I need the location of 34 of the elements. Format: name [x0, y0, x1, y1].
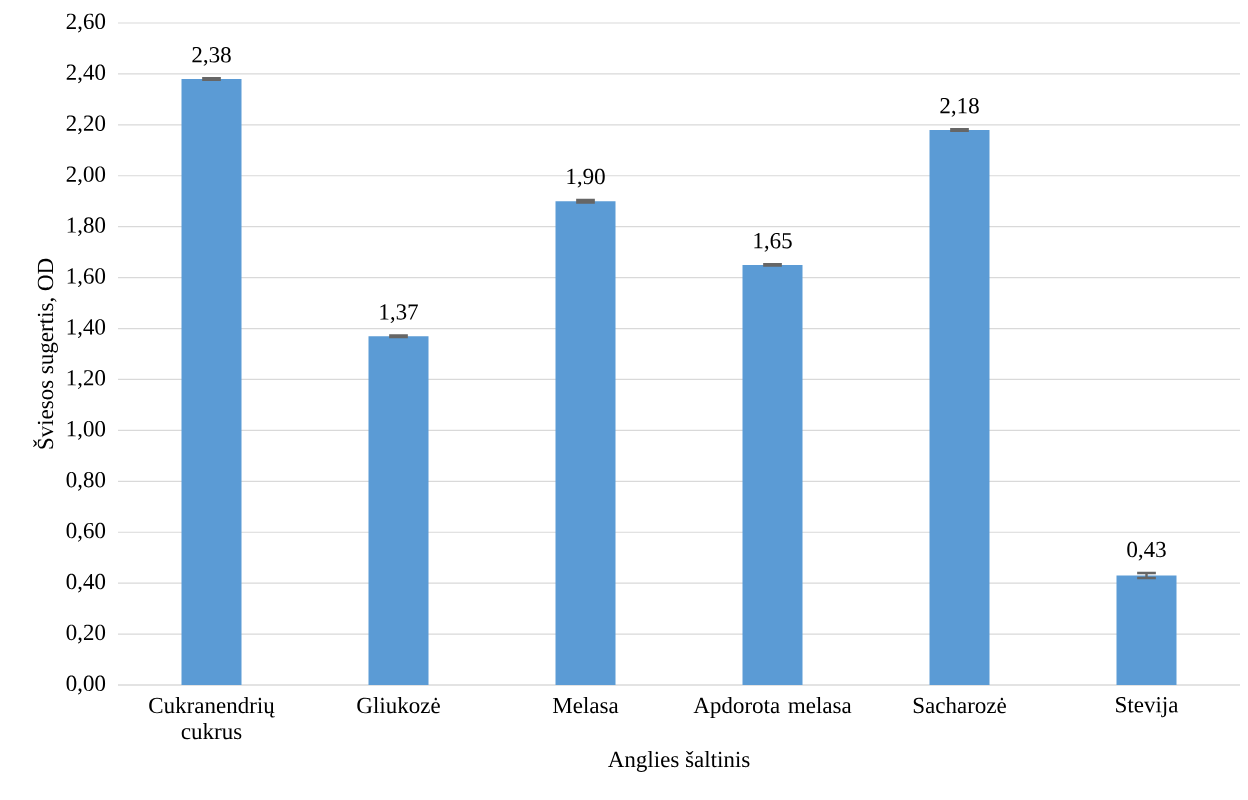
- y-tick-label: 0,60: [66, 522, 106, 542]
- x-tick-label: Stevija: [1116, 697, 1179, 718]
- y-axis-title: Šviesos sugertis, OD: [33, 258, 58, 449]
- y-tick-label: 1,80: [67, 217, 106, 237]
- y-tick-label: 2,20: [66, 115, 106, 135]
- y-tick-label: 2,60: [66, 13, 106, 33]
- x-tick-label: Sacharozė: [913, 697, 1006, 714]
- y-tick-label: 1,20: [67, 370, 106, 389]
- bar: [555, 201, 616, 685]
- x-tick-label: Melasa: [552, 697, 619, 714]
- y-tick-label: 1,40: [67, 319, 106, 338]
- bar: [368, 336, 429, 685]
- y-tick-label: 1,00: [67, 420, 106, 440]
- y-tick-label: 2,40: [66, 64, 106, 84]
- x-tick-label: Apdorota melasa: [693, 697, 852, 718]
- data-label: 1,90: [567, 168, 605, 188]
- y-tick-label: 0,00: [66, 675, 106, 695]
- data-label: 1,65: [754, 232, 792, 252]
- x-axis-title: Anglies šaltinis: [607, 750, 750, 772]
- bar: [742, 264, 803, 685]
- y-tick-label: 1,60: [67, 268, 106, 288]
- data-label: 0,43: [1127, 541, 1166, 561]
- data-label: 2,38: [192, 47, 231, 66]
- data-label: 1,37: [380, 304, 418, 324]
- y-tick-label: 0,40: [66, 573, 106, 593]
- x-tick-label: Gliukozė: [357, 697, 440, 714]
- y-tick-label: 2,00: [66, 166, 106, 186]
- y-tick-label: 0,80: [66, 471, 106, 491]
- x-tick-label: Cukranendrių cukrus: [149, 697, 275, 740]
- bar: [181, 79, 242, 685]
- bar: [929, 129, 990, 685]
- y-tick-label: 0,20: [66, 624, 106, 644]
- data-label: 2,18: [940, 97, 979, 117]
- bar: [1116, 575, 1177, 685]
